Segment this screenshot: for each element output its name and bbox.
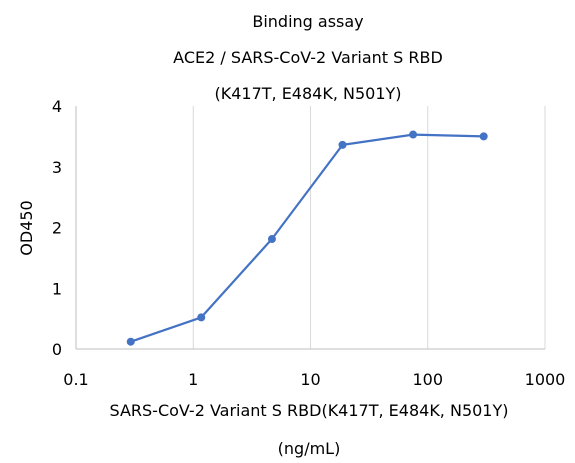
chart-title-line-1: Binding assay [252,12,363,31]
chart-title-line-2: ACE2 / SARS-CoV-2 Variant S RBD [173,48,443,67]
y-axis-label: OD450 [17,200,36,255]
x-tick-label: 1 [188,370,198,389]
y-tick-label: 0 [52,340,62,359]
y-tick-label: 2 [52,219,62,238]
data-point [126,337,135,346]
series-line [130,133,484,343]
x-tick-label: 100 [412,370,443,389]
data-point [479,132,488,141]
series-layer [126,130,488,346]
grid [192,106,546,349]
y-tick-label: 1 [52,279,62,298]
x-tick-label: 1000 [525,370,566,389]
chart-title-line-3: (K417T, E484K, N501Y) [214,84,401,103]
data-point [197,313,206,322]
axes [75,106,545,350]
x-tick-label: 10 [300,370,320,389]
x-tick-label: 0.1 [63,370,88,389]
y-tick-label: 4 [52,97,62,116]
y-tick-labels: 0 1 2 3 4 [52,97,62,359]
x-axis-label-line-2: (ng/mL) [278,439,341,458]
x-axis-label-line-1: SARS-CoV-2 Variant S RBD(K417T, E484K, N… [110,401,509,420]
data-point [409,130,418,139]
data-point [267,235,276,244]
data-point [338,140,347,149]
x-tick-labels: 0.1 1 10 100 1000 [63,370,565,389]
y-tick-label: 3 [52,158,62,177]
